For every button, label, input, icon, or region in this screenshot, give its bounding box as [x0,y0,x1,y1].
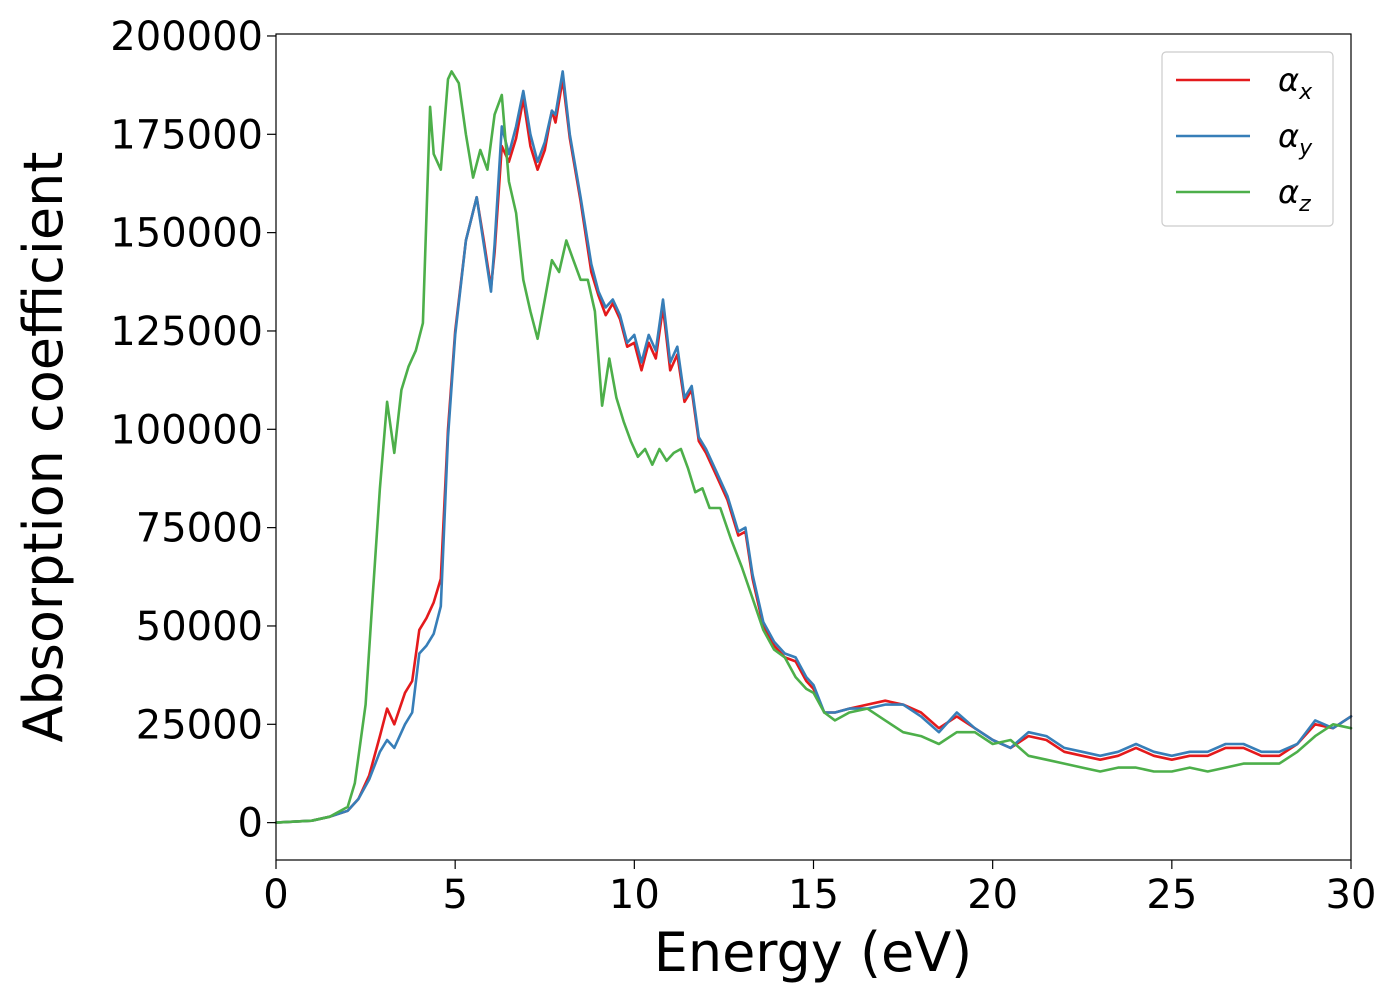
y-tick-label: 75000 [136,506,263,552]
y-tick-label: 150000 [110,211,263,257]
x-tick-label: 25 [1146,872,1197,918]
y-tick-label: 100000 [110,407,263,453]
y-tick-label: 175000 [110,112,263,158]
y-tick-label: 0 [238,801,263,847]
x-tick-label: 0 [263,872,288,918]
legend-box [1161,51,1334,227]
y-axis: 0 25000 50000 75000 100000 125000 150000 175000… [110,14,276,847]
y-tick-label: 50000 [136,604,263,650]
x-tick-label: 10 [609,872,660,918]
y-tick-label: 125000 [110,309,263,355]
y-tick-label: 200000 [110,14,263,60]
series-layer [274,70,1353,824]
x-tick-label: 15 [788,872,839,918]
x-axis: 0 5 10 15 20 25 30 [263,860,1376,918]
series-line-z [274,70,1353,824]
x-tick-label: 5 [442,872,467,918]
y-tick-label: 25000 [136,702,263,748]
x-axis-title: Energy (eV) [654,921,973,984]
x-tick-label: 20 [967,872,1018,918]
y-axis-title: Absorption coefficient [12,152,75,743]
x-tick-label: 30 [1326,872,1377,918]
series-line-y [274,70,1353,824]
